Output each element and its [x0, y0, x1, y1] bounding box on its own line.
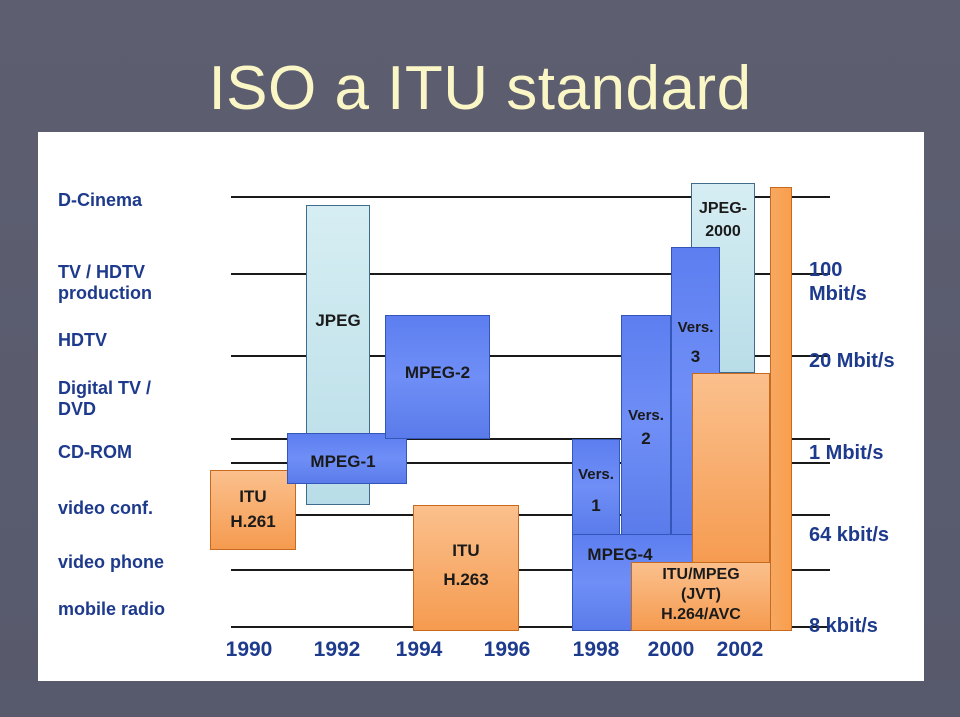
jpeg-label: JPEG	[315, 311, 361, 330]
level-line-tv-hdtv-production	[231, 273, 830, 275]
jvt-range-bar	[770, 187, 792, 631]
level-line-cd-rom	[231, 462, 830, 464]
box-label-line: Vers.	[628, 407, 664, 424]
year-label-1992: 1992	[313, 638, 361, 661]
mpeg2-label: MPEG-2	[404, 363, 471, 382]
rate-label-1mbit: 1 Mbit/s	[809, 442, 884, 464]
rate-label-line: 100	[809, 259, 843, 281]
rate-label-8kbit: 8 kbit/s	[809, 615, 878, 637]
year-label-1990: 1990	[225, 638, 273, 661]
row-label-tv-hdtv-production: TV / HDTV production	[58, 262, 152, 304]
box-label-line: ITU	[239, 487, 267, 506]
box-label-line: Vers.	[677, 319, 714, 336]
year-label-2002: 2002	[716, 638, 764, 661]
box-label-line: H.264/AVC	[661, 606, 741, 623]
box-label-line: 1	[591, 496, 601, 515]
rate-label-64kbit: 64 kbit/s	[809, 524, 890, 546]
box-label-line: JPEG-	[698, 200, 747, 217]
itu-h263-label: ITU H.263	[413, 540, 519, 590]
row-label-digital-tv-dvd: Digital TV / DVD	[58, 378, 151, 420]
mpeg1-label: MPEG-1	[310, 452, 376, 471]
row-label-mobile-radio: mobile radio	[58, 599, 166, 619]
box-label-line: H.263	[443, 570, 489, 589]
standards-timeline-diagram: D-Cinema TV / HDTV production HDTV Digit…	[38, 132, 924, 681]
year-label-1998: 1998	[572, 638, 620, 661]
mpeg4-label: MPEG-4	[587, 545, 653, 564]
row-label-line: Digital TV /	[58, 378, 152, 398]
jpeg2000-label: JPEG- 2000	[691, 198, 755, 242]
mpeg4-vers2-label: Vers. 2	[621, 405, 671, 449]
slide-title: ISO a ITU standard	[208, 54, 752, 123]
box-label-line: H.261	[230, 512, 276, 531]
jvt-tall-box	[692, 373, 770, 567]
jvt-label: ITU/MPEG (JVT) H.264/AVC	[631, 565, 771, 625]
rate-label-100mbit: 100 Mbit/s	[809, 258, 867, 306]
mpeg4-vers1-box	[572, 439, 620, 535]
row-label-line: DVD	[58, 399, 97, 419]
itu-h263-box	[413, 505, 519, 631]
year-label-1994: 1994	[395, 638, 443, 661]
level-line-hdtv	[231, 355, 830, 357]
box-label-line: 3	[690, 347, 701, 366]
level-line-digital-tv	[231, 438, 830, 440]
level-line-d-cinema	[231, 196, 830, 198]
mpeg1-box	[287, 433, 407, 484]
jvt-box	[631, 562, 771, 631]
mpeg4-vers3-label: Vers. 3	[671, 317, 720, 367]
box-label-line: ITU	[452, 541, 480, 560]
mpeg4-vers1-label: Vers. 1	[572, 464, 620, 516]
box-label-line: 2	[641, 429, 651, 448]
row-label-video-conf: video conf.	[58, 498, 154, 518]
row-label-line: production	[58, 283, 152, 303]
row-label-hdtv: HDTV	[58, 330, 107, 350]
rate-label-20mbit: 20 Mbit/s	[809, 350, 895, 372]
level-line-mobile-radio	[231, 626, 830, 628]
level-line-video-conf	[231, 514, 830, 516]
year-label-2000: 2000	[647, 638, 695, 661]
row-label-line: TV / HDTV	[58, 262, 146, 282]
box-label-line: ITU/MPEG	[662, 566, 740, 583]
row-label-video-phone: video phone	[58, 552, 165, 572]
itu-h261-box	[210, 470, 296, 550]
row-label-cd-rom: CD-ROM	[58, 442, 132, 462]
row-label-d-cinema: D-Cinema	[58, 190, 143, 210]
year-label-1996: 1996	[483, 638, 531, 661]
box-label-line: 2000	[705, 223, 741, 240]
mpeg2-box	[385, 315, 490, 439]
box-label-line: (JVT)	[681, 586, 721, 603]
mpeg4-vers2-box	[621, 315, 671, 535]
box-label-line: Vers.	[578, 466, 614, 483]
level-line-video-phone	[231, 569, 830, 571]
itu-h261-label: ITU H.261	[210, 486, 296, 532]
rate-label-line: Mbit/s	[809, 283, 867, 305]
